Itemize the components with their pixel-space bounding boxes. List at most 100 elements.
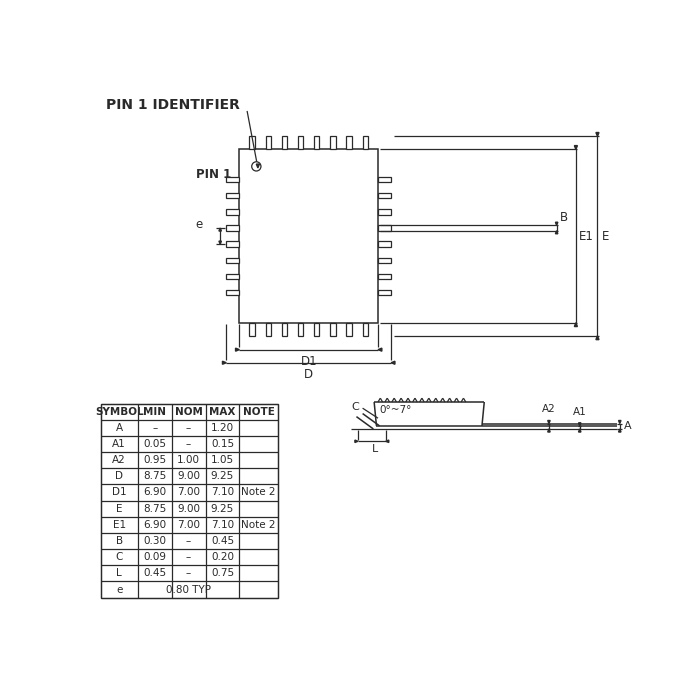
Text: –: – <box>186 552 191 562</box>
Polygon shape <box>547 421 550 424</box>
Polygon shape <box>596 132 599 137</box>
Text: E: E <box>602 230 610 243</box>
Polygon shape <box>574 146 578 150</box>
Bar <box>249 323 255 336</box>
Text: 0.15: 0.15 <box>211 439 234 449</box>
Text: 9.00: 9.00 <box>177 471 200 482</box>
Polygon shape <box>219 241 221 244</box>
Bar <box>363 136 368 150</box>
Text: –: – <box>186 536 191 546</box>
Polygon shape <box>574 323 578 326</box>
Text: 1.05: 1.05 <box>211 455 234 465</box>
Bar <box>226 241 239 247</box>
Bar <box>330 136 336 150</box>
Polygon shape <box>547 429 550 432</box>
Text: 0.30: 0.30 <box>144 536 166 546</box>
Text: Note 2: Note 2 <box>241 487 276 498</box>
Text: A: A <box>116 423 122 433</box>
Text: 0.95: 0.95 <box>143 455 167 465</box>
Text: D: D <box>304 368 314 381</box>
Polygon shape <box>578 429 581 432</box>
Bar <box>378 258 391 263</box>
Text: 0.09: 0.09 <box>144 552 166 562</box>
Polygon shape <box>555 231 558 234</box>
Bar <box>346 323 352 336</box>
Bar <box>226 209 239 214</box>
Text: Note 2: Note 2 <box>241 520 276 530</box>
Polygon shape <box>391 361 395 364</box>
Bar <box>378 225 391 231</box>
Bar <box>298 323 303 336</box>
Polygon shape <box>235 348 239 351</box>
Text: 8.75: 8.75 <box>143 504 167 514</box>
Polygon shape <box>578 423 581 426</box>
Text: MAX: MAX <box>209 407 236 416</box>
Bar <box>101 403 278 598</box>
Text: 0.75: 0.75 <box>211 568 234 578</box>
Text: 7.00: 7.00 <box>177 487 200 498</box>
Text: e: e <box>116 584 122 594</box>
Text: NOM: NOM <box>174 407 202 416</box>
Text: D: D <box>116 471 123 482</box>
Bar <box>378 290 391 295</box>
Bar <box>298 136 303 150</box>
Text: 0.45: 0.45 <box>143 568 167 578</box>
Polygon shape <box>219 228 221 231</box>
Bar <box>378 274 391 279</box>
Polygon shape <box>555 222 558 225</box>
Text: E: E <box>116 504 122 514</box>
Polygon shape <box>619 429 621 432</box>
Text: MIN: MIN <box>144 407 166 416</box>
Text: L: L <box>372 444 378 454</box>
Text: 8.75: 8.75 <box>143 471 167 482</box>
Bar <box>226 274 239 279</box>
Polygon shape <box>619 421 621 424</box>
Text: 0°~7°: 0°~7° <box>379 405 412 414</box>
Text: 7.00: 7.00 <box>177 520 200 530</box>
Text: 1.00: 1.00 <box>177 455 200 465</box>
Polygon shape <box>386 440 389 442</box>
Bar <box>314 136 319 150</box>
Text: NOTE: NOTE <box>243 407 274 416</box>
Bar <box>314 323 319 336</box>
Bar <box>281 323 287 336</box>
Text: 7.10: 7.10 <box>211 487 234 498</box>
Text: A1: A1 <box>113 439 126 449</box>
Text: B: B <box>116 536 122 546</box>
Text: PIN 1 IDENTIFIER: PIN 1 IDENTIFIER <box>106 98 240 112</box>
Text: E1: E1 <box>579 230 594 243</box>
Text: 0.80 TYP: 0.80 TYP <box>166 584 211 594</box>
Text: 0.05: 0.05 <box>144 439 166 449</box>
Text: A2: A2 <box>113 455 126 465</box>
Text: SYMBOL: SYMBOL <box>95 407 144 416</box>
Text: 1.20: 1.20 <box>211 423 234 433</box>
Bar <box>249 136 255 150</box>
Text: –: – <box>186 423 191 433</box>
Polygon shape <box>378 348 382 351</box>
Bar <box>378 177 391 182</box>
Text: PIN 1: PIN 1 <box>195 169 231 181</box>
Bar <box>265 323 271 336</box>
Text: –: – <box>152 423 158 433</box>
Bar <box>281 136 287 150</box>
Bar <box>226 225 239 231</box>
Text: e: e <box>195 218 203 232</box>
Text: B: B <box>560 211 568 224</box>
Text: 9.00: 9.00 <box>177 504 200 514</box>
Text: –: – <box>186 568 191 578</box>
Text: A: A <box>624 421 632 431</box>
Bar <box>226 177 239 182</box>
Text: –: – <box>186 439 191 449</box>
Text: 9.25: 9.25 <box>211 504 234 514</box>
Text: C: C <box>116 552 123 562</box>
Text: A2: A2 <box>542 405 556 414</box>
Bar <box>239 150 378 323</box>
Bar <box>226 290 239 295</box>
Bar <box>265 136 271 150</box>
Text: L: L <box>116 568 122 578</box>
Bar <box>378 193 391 198</box>
Bar <box>226 193 239 198</box>
Text: E1: E1 <box>113 520 126 530</box>
Text: 6.90: 6.90 <box>143 520 167 530</box>
Bar <box>378 241 391 247</box>
